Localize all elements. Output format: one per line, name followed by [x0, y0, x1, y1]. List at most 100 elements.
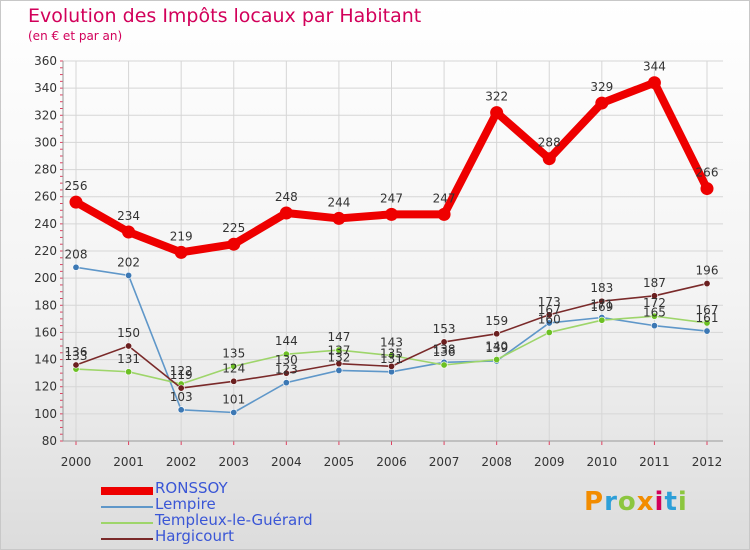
data-point: [335, 366, 343, 374]
data-label: 144: [275, 334, 298, 348]
data-label: 147: [327, 330, 350, 344]
y-tick-label: 180: [34, 298, 57, 312]
y-tick-label: 340: [34, 81, 57, 95]
data-label: 165: [643, 306, 666, 320]
x-tick-label: 2001: [113, 455, 144, 469]
data-label: 131: [117, 352, 140, 366]
x-tick-label: 2011: [639, 455, 670, 469]
data-point: [72, 263, 80, 271]
data-point: [122, 225, 136, 239]
x-tick-label: 2004: [271, 455, 302, 469]
x-tick-label: 2002: [166, 455, 197, 469]
data-point: [595, 96, 609, 110]
data-label: 101: [222, 393, 245, 407]
data-label: 136: [433, 345, 456, 359]
data-label: 244: [327, 195, 350, 209]
logo-letter: i: [677, 487, 688, 517]
grid: [63, 60, 723, 442]
y-tick-label: 120: [34, 380, 57, 394]
data-label: 266: [696, 166, 719, 180]
logo-letter: r: [604, 487, 618, 517]
y-tick-label: 220: [34, 244, 57, 258]
data-label: 150: [117, 326, 140, 340]
x-tick-label: 2008: [481, 455, 512, 469]
logo-letter: t: [664, 487, 678, 517]
data-point: [230, 377, 238, 385]
data-point: [703, 327, 711, 335]
data-label: 159: [485, 314, 508, 328]
data-point: [545, 311, 553, 319]
data-point: [437, 207, 451, 221]
data-label: 322: [485, 90, 508, 104]
logo-letter: x: [636, 487, 655, 517]
data-point: [279, 206, 293, 220]
series-lines: [69, 76, 714, 416]
data-label: 172: [643, 296, 666, 310]
data-label: 137: [327, 344, 350, 358]
data-label: 219: [170, 229, 193, 243]
data-label: 133: [65, 349, 88, 363]
x-tick-label: 2006: [376, 455, 407, 469]
data-label: 196: [696, 264, 719, 278]
data-label: 171: [590, 298, 613, 312]
x-tick-label: 2007: [429, 455, 460, 469]
data-label: 256: [65, 179, 88, 193]
logo-letter: P: [584, 487, 605, 517]
data-point: [647, 76, 661, 90]
data-label: 167: [696, 303, 719, 317]
data-point: [703, 280, 711, 288]
y-tick-label: 140: [34, 353, 57, 367]
data-point: [387, 362, 395, 370]
legend-label-templeux: Templeux-le-Guérard: [155, 511, 313, 529]
legend-label-lempire: Lempire: [155, 495, 216, 513]
data-label: 234: [117, 209, 140, 223]
data-label: 169: [590, 300, 613, 314]
data-point: [598, 297, 606, 305]
y-tick-label: 100: [34, 407, 57, 421]
data-point: [72, 361, 80, 369]
data-label: 103: [170, 390, 193, 404]
y-tick-label: 320: [34, 108, 57, 122]
data-label: 160: [538, 312, 561, 326]
axes: 80 100 120 140 160 180 200 220 240 260 280 300 320 34…: [34, 54, 723, 469]
logo-letter: o: [617, 487, 637, 517]
data-point: [230, 362, 238, 370]
data-point: [177, 406, 185, 414]
data-label: 225: [222, 221, 245, 235]
data-label: 123: [275, 363, 298, 377]
data-label: 248: [275, 190, 298, 204]
data-label: 288: [538, 136, 561, 150]
data-point: [174, 245, 188, 259]
data-point: [493, 330, 501, 338]
data-point: [125, 342, 133, 350]
data-label: 122: [170, 364, 193, 378]
data-label: 139: [485, 341, 508, 355]
data-label: 161: [696, 311, 719, 325]
data-label: 173: [538, 295, 561, 309]
data-point: [69, 195, 83, 209]
logo-letter: i: [654, 487, 665, 517]
data-point: [385, 207, 398, 221]
data-label: 202: [117, 255, 140, 269]
data-label: 167: [538, 303, 561, 317]
legend-label-hargicourt: Hargicourt: [155, 527, 235, 545]
data-label: 140: [485, 340, 508, 354]
x-tick-label: 2009: [534, 455, 565, 469]
data-point: [700, 182, 714, 196]
x-tick-label: 2000: [61, 455, 92, 469]
y-tick-label: 200: [34, 271, 57, 285]
data-label: 247: [380, 191, 403, 205]
x-tick-label: 2010: [587, 455, 618, 469]
x-tick-label: 2003: [218, 455, 249, 469]
data-point: [125, 271, 133, 279]
legend-swatch-templeux: [101, 522, 153, 524]
data-label: 344: [643, 60, 666, 74]
data-point: [650, 322, 658, 330]
data-point: [332, 211, 346, 225]
data-label: 247: [433, 191, 456, 205]
data-label: 329: [590, 80, 613, 94]
data-point: [545, 328, 553, 336]
y-tick-label: 280: [34, 163, 57, 177]
y-tick-label: 360: [34, 54, 57, 68]
